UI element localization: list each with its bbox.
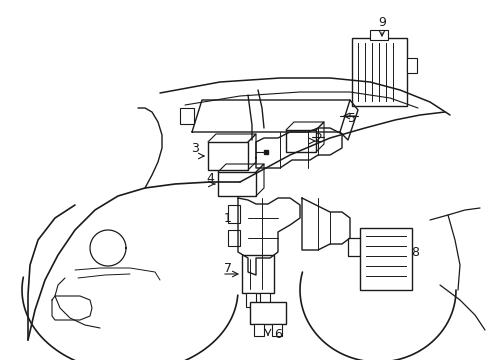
Bar bbox=[180, 108, 194, 124]
Text: 6: 6 bbox=[273, 328, 282, 342]
Text: 5: 5 bbox=[347, 112, 355, 125]
Text: 1: 1 bbox=[224, 212, 231, 225]
Bar bbox=[227, 205, 240, 223]
Bar bbox=[249, 302, 285, 324]
Bar bbox=[285, 130, 315, 152]
Bar bbox=[227, 230, 240, 246]
Text: 9: 9 bbox=[377, 15, 385, 28]
Text: 4: 4 bbox=[205, 171, 214, 185]
Bar bbox=[351, 38, 406, 106]
Text: 2: 2 bbox=[313, 131, 321, 144]
Text: 7: 7 bbox=[224, 261, 231, 274]
Bar bbox=[260, 293, 269, 307]
Bar bbox=[245, 293, 256, 307]
Bar bbox=[218, 172, 256, 196]
Bar bbox=[253, 324, 264, 336]
Bar bbox=[207, 142, 247, 170]
Text: 8: 8 bbox=[410, 246, 418, 258]
Bar bbox=[359, 228, 411, 290]
Bar bbox=[369, 30, 387, 40]
Text: 3: 3 bbox=[191, 141, 199, 154]
Bar bbox=[406, 58, 416, 73]
Bar bbox=[271, 324, 282, 336]
Bar bbox=[242, 255, 273, 293]
